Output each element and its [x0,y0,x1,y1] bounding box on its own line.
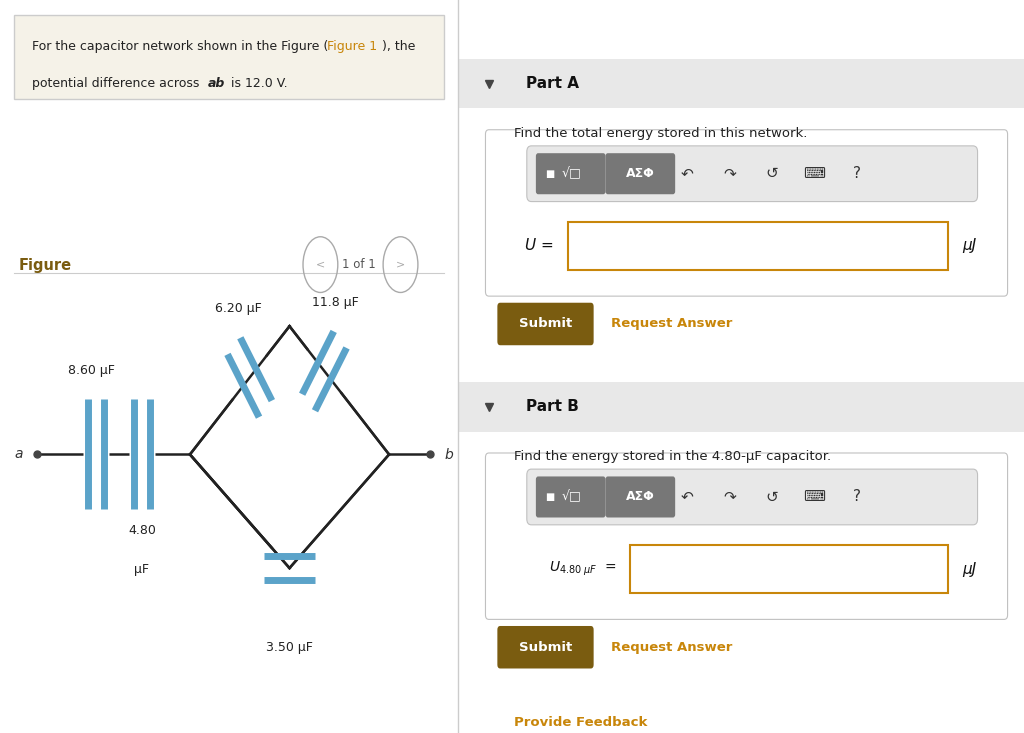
Text: Request Answer: Request Answer [610,317,732,331]
Text: Find the total energy stored in this network.: Find the total energy stored in this net… [514,127,808,140]
Text: ↷: ↷ [723,166,736,181]
Text: ), the: ), the [382,40,416,54]
Text: Figure: Figure [18,258,72,273]
Text: ?: ? [853,490,861,504]
Text: μF: μF [134,563,150,576]
Text: √□: √□ [562,490,582,504]
FancyBboxPatch shape [485,130,1008,296]
Text: Figure 1: Figure 1 [328,40,378,54]
Text: μJ: μJ [962,238,976,254]
Text: AΣΦ: AΣΦ [626,490,654,504]
FancyBboxPatch shape [631,545,947,593]
Text: ■: ■ [545,169,554,179]
Text: 3.50 μF: 3.50 μF [266,641,313,655]
Text: ⌨: ⌨ [804,166,825,181]
FancyBboxPatch shape [458,59,1024,108]
Text: Part A: Part A [525,76,579,91]
FancyBboxPatch shape [458,382,1024,432]
FancyBboxPatch shape [526,146,978,202]
Text: Submit: Submit [519,317,572,331]
Text: 8.60 μF: 8.60 μF [69,364,115,377]
Text: μJ: μJ [962,561,976,577]
FancyBboxPatch shape [605,476,675,517]
Text: ↷: ↷ [723,490,736,504]
FancyBboxPatch shape [526,469,978,525]
Text: ↺: ↺ [766,166,778,181]
Text: ?: ? [853,166,861,181]
Text: ↶: ↶ [681,166,693,181]
Text: 11.8 μF: 11.8 μF [312,296,359,309]
Text: potential difference across: potential difference across [32,77,204,90]
Text: √□: √□ [562,167,582,180]
Text: ↺: ↺ [766,490,778,504]
Text: Provide Feedback: Provide Feedback [514,716,648,729]
FancyBboxPatch shape [498,303,594,345]
Text: is 12.0 V.: is 12.0 V. [227,77,288,90]
Text: AΣΦ: AΣΦ [626,167,654,180]
Text: For the capacitor network shown in the Figure (: For the capacitor network shown in the F… [32,40,329,54]
FancyBboxPatch shape [485,453,1008,619]
FancyBboxPatch shape [536,476,605,517]
Text: ■: ■ [545,492,554,502]
Text: 4.80: 4.80 [128,524,156,537]
FancyBboxPatch shape [536,153,605,194]
Text: <: < [315,259,325,270]
Text: Submit: Submit [519,641,572,654]
Text: ↶: ↶ [681,490,693,504]
FancyBboxPatch shape [568,222,947,270]
Text: 6.20 μF: 6.20 μF [215,302,261,315]
Text: Find the energy stored in the 4.80-μF capacitor.: Find the energy stored in the 4.80-μF ca… [514,450,831,463]
Text: ab: ab [208,77,225,90]
Text: 1 of 1: 1 of 1 [342,258,376,271]
Text: $a$: $a$ [13,447,24,462]
Text: $U_{4.80\ \mu F}$  =: $U_{4.80\ \mu F}$ = [549,560,616,578]
FancyBboxPatch shape [13,15,444,99]
Text: Request Answer: Request Answer [610,641,732,654]
Text: ⌨: ⌨ [804,490,825,504]
Text: Part B: Part B [525,399,579,414]
FancyBboxPatch shape [498,626,594,668]
Text: $b$: $b$ [443,447,454,462]
FancyBboxPatch shape [605,153,675,194]
Text: U =: U = [525,238,554,254]
Text: >: > [396,259,406,270]
